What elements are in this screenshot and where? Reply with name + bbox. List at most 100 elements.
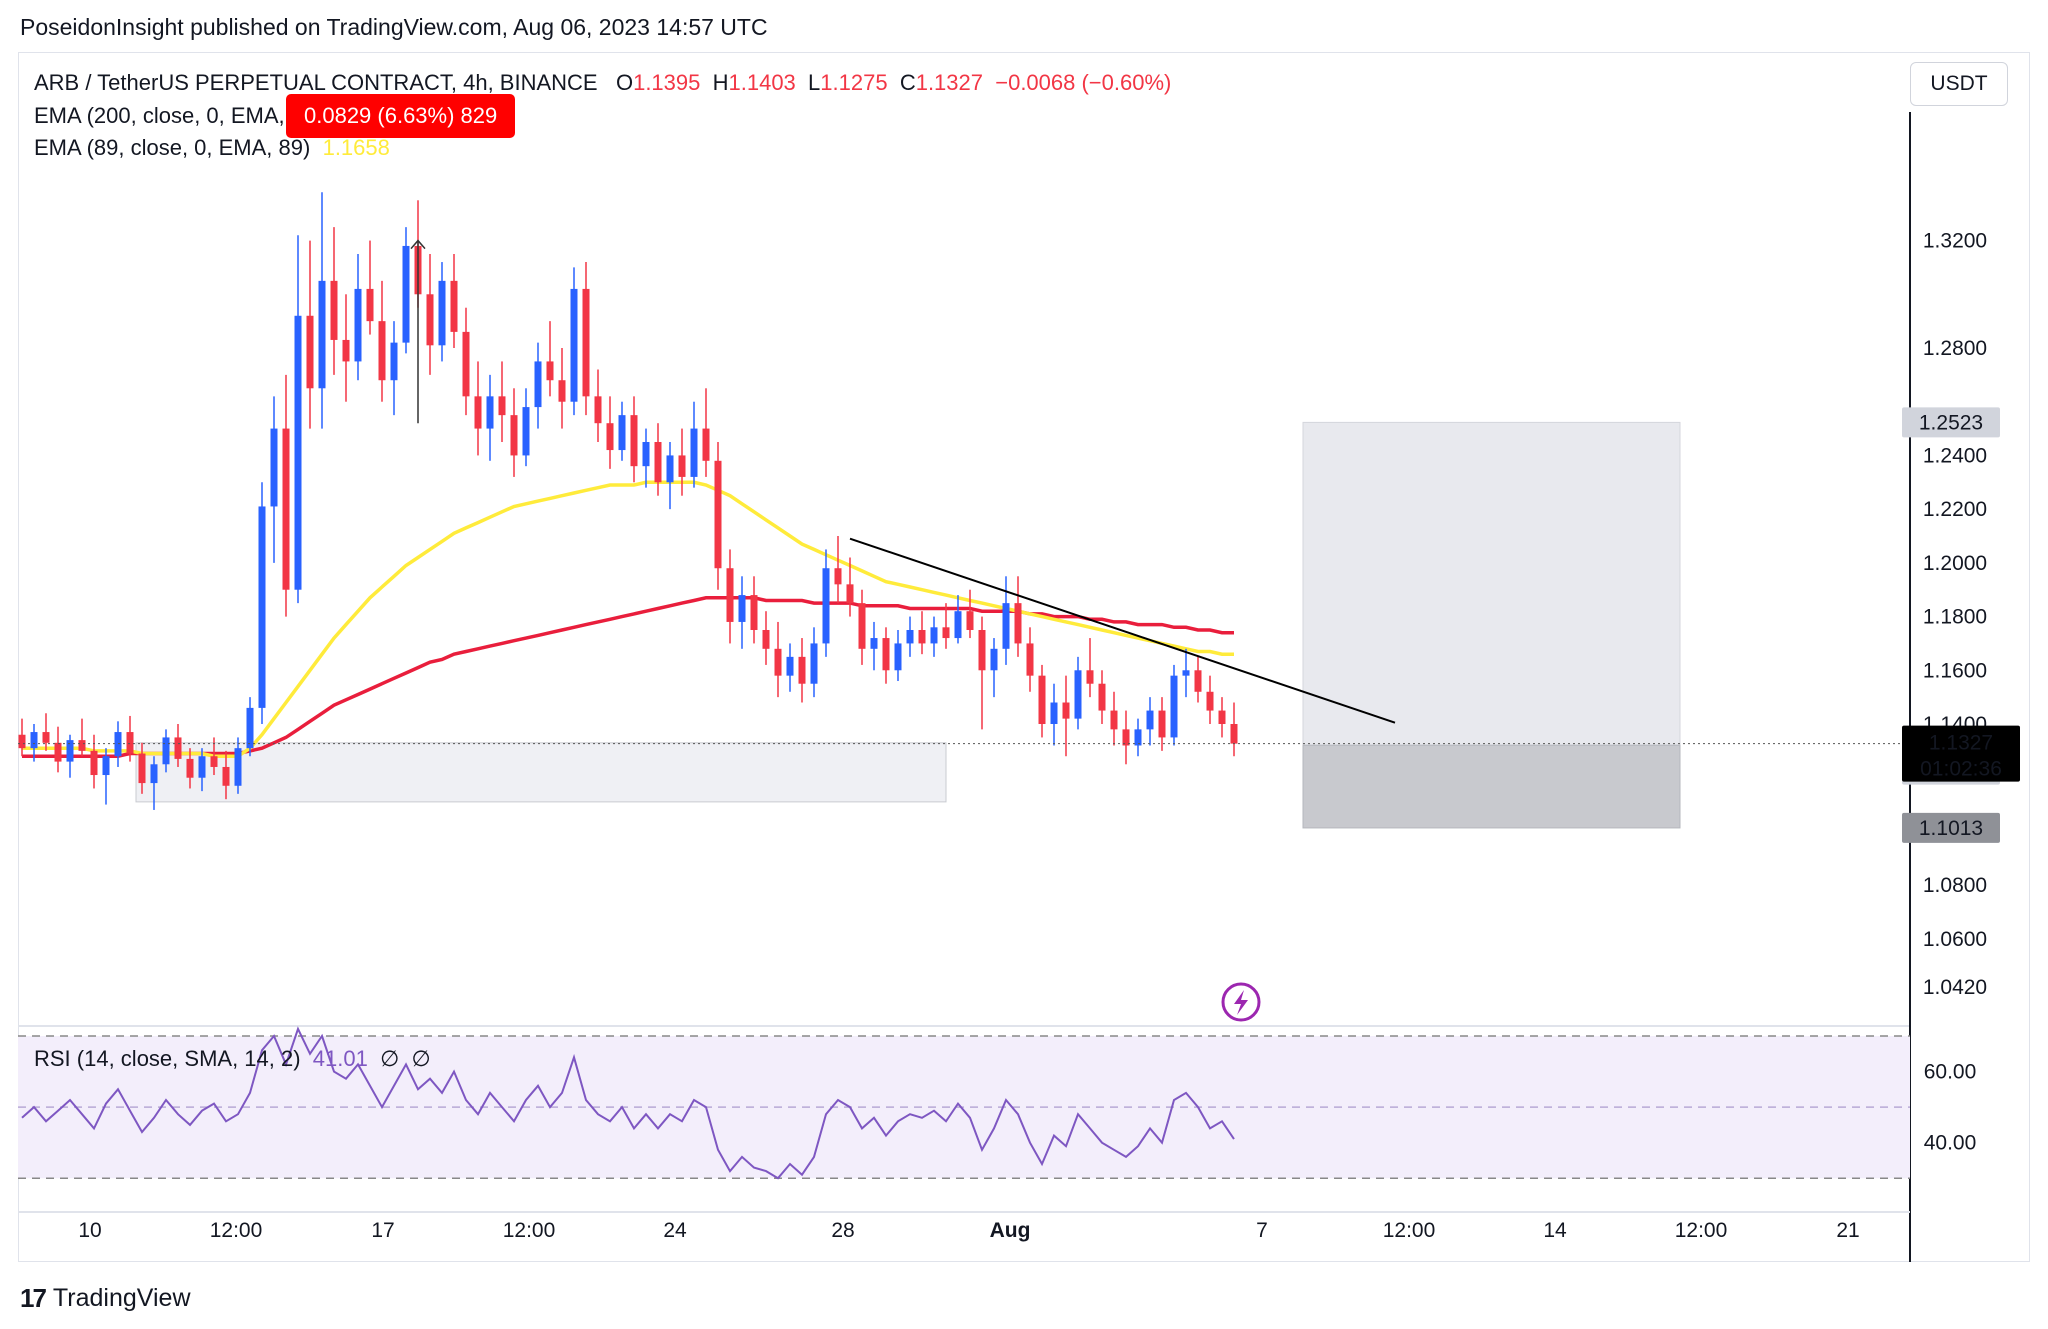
candle-body (1098, 683, 1106, 711)
price-tick-label: 1.2800 (1923, 337, 1987, 360)
candle-body (138, 753, 146, 784)
candle (930, 616, 938, 657)
high-key: H (712, 70, 729, 95)
high-value: 1.1403 (728, 70, 796, 95)
candle (762, 611, 770, 665)
candles (18, 192, 1238, 810)
candle-body (330, 280, 338, 340)
price-tick-label: 1.1600 (1923, 659, 1987, 682)
candle (114, 721, 122, 767)
candle (558, 348, 566, 429)
candle-body (918, 630, 926, 644)
range-box (135, 742, 947, 803)
candle (78, 718, 86, 757)
time-tick-label: 12:00 (1383, 1219, 1436, 1242)
candle (726, 549, 734, 644)
change-value: −0.0068 (−0.60%) (995, 70, 1172, 95)
symbol-name[interactable]: ARB / TetherUS PERPETUAL CONTRACT, 4h, B… (34, 70, 598, 95)
candle (450, 254, 458, 348)
open-key: O (615, 70, 634, 95)
candle-body (1206, 691, 1214, 711)
candle-body (30, 732, 38, 749)
tradingview-brand[interactable]: 17 TradingView (20, 1283, 191, 1314)
candle (30, 724, 38, 762)
candle-body (222, 766, 230, 786)
candle-body (750, 595, 758, 630)
candle-body (102, 756, 110, 776)
candle (1170, 664, 1178, 746)
candle-body (894, 643, 902, 671)
candle (474, 361, 482, 456)
candle (390, 321, 398, 416)
candle (1098, 670, 1106, 724)
candle (750, 576, 758, 644)
candle (630, 396, 638, 483)
candle (1206, 675, 1214, 724)
rsi-na-2: ∅ (411, 1046, 431, 1071)
candle-body (654, 442, 662, 483)
candle (1038, 664, 1046, 738)
candle-body (270, 428, 278, 507)
time-tick-label: 14 (1543, 1219, 1567, 1242)
rsi-name: RSI (14, close, SMA, 14, 2) (34, 1046, 301, 1071)
candle-body (546, 361, 554, 381)
candle-body (1026, 643, 1034, 676)
candle (18, 718, 26, 757)
candle-body (1074, 670, 1082, 719)
rsi-line (21, 1026, 1235, 1180)
candle-body (762, 630, 770, 649)
candle-body (366, 288, 374, 322)
candle (906, 616, 914, 657)
candle (462, 307, 470, 416)
candle-body (618, 415, 626, 451)
candle (810, 627, 818, 698)
candle (954, 595, 962, 644)
candle-body (786, 656, 794, 676)
candle-body (1062, 702, 1070, 719)
candle (342, 294, 350, 402)
candle-body (150, 764, 158, 784)
rsi-value: 41.01 (312, 1046, 368, 1071)
price-tick-label: 1.3200 (1923, 230, 1987, 253)
candle-body (390, 342, 398, 381)
price-tick-label: 1.0600 (1923, 928, 1987, 951)
candle-body (954, 611, 962, 639)
candle (1134, 718, 1142, 757)
candle-body (1134, 729, 1142, 746)
candle (702, 388, 710, 477)
candle-body (510, 415, 518, 456)
symbol-legend: ARB / TetherUS PERPETUAL CONTRACT, 4h, B… (34, 70, 1171, 96)
candle (366, 240, 374, 335)
chart-frame (18, 52, 2030, 1262)
candle-body (1014, 603, 1022, 644)
ema89-legend[interactable]: EMA (89, close, 0, EMA, 89) 1.1658 (34, 135, 390, 161)
currency-button[interactable]: USDT (1910, 62, 2008, 106)
candle-body (378, 321, 386, 381)
stop-badge: 1.1013 (1919, 817, 1983, 840)
candle-body (942, 627, 950, 639)
candle-body (186, 758, 194, 778)
candle (270, 396, 278, 563)
ema89-line (22, 480, 1234, 758)
candle (54, 726, 62, 773)
candle (150, 756, 158, 810)
candle (534, 342, 542, 429)
candle (162, 729, 170, 773)
price-tick-label: 1.1800 (1923, 606, 1987, 629)
candle (198, 748, 206, 792)
candle (1158, 697, 1166, 751)
rsi-legend[interactable]: RSI (14, close, SMA, 14, 2) 41.01 ∅ ∅ (34, 1046, 431, 1072)
candle (282, 374, 290, 617)
ema200-legend[interactable]: EMA (200, close, 0, EMA, 200) (34, 103, 335, 128)
candle-body (486, 396, 494, 429)
candle-body (990, 648, 998, 671)
candle (90, 734, 98, 789)
candle (354, 254, 362, 381)
candle (642, 428, 650, 488)
candle-body (906, 630, 914, 644)
candle (786, 643, 794, 692)
ohlc-values: O1.1395 H1.1403 L1.1275 C1.1327 −0.0068 … (616, 70, 1171, 95)
time-tick-label: 24 (663, 1219, 687, 1242)
time-tick-label: 10 (78, 1219, 101, 1242)
